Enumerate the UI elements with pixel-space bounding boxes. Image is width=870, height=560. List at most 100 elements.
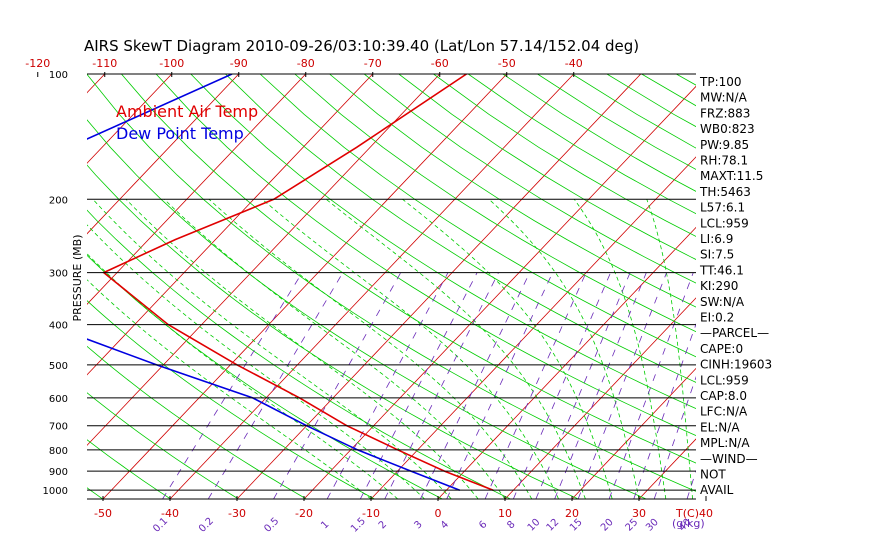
index-label: FRZ:883 <box>700 106 750 120</box>
isotherm-line <box>303 85 696 499</box>
dry-adiabat-line <box>190 74 696 410</box>
bottom-temp-tick-label: -30 <box>228 507 246 520</box>
mixing-ratio-label: 3 <box>412 519 424 531</box>
legend-entry: Dew Point Temp <box>116 124 244 143</box>
grid-lines <box>0 74 870 499</box>
moist-adiabat-line <box>164 199 506 499</box>
pressure-tick-label: 800 <box>49 446 68 457</box>
dry-adiabat-line <box>225 74 696 383</box>
dry-adiabat-line <box>87 487 103 499</box>
legend: Ambient Air Temp Dew Point Temp <box>116 102 258 143</box>
index-label: EL:N/A <box>700 420 740 434</box>
air-temp-line <box>102 74 494 491</box>
index-label: MW:N/A <box>700 91 748 105</box>
index-label: NOT <box>700 468 726 482</box>
dry-adiabat-line <box>87 345 307 499</box>
index-label: PW:9.85 <box>700 138 749 152</box>
mixing-ratio-label: 4 <box>439 519 451 531</box>
mixing-ratio-line <box>162 272 303 499</box>
index-label: CINH:19603 <box>700 358 772 372</box>
dry-adiabat-line <box>363 74 696 284</box>
dry-adiabat-line <box>87 164 579 499</box>
isotherm-line <box>87 74 173 164</box>
dry-adiabat-line <box>259 74 696 358</box>
index-label: L57:6.1 <box>700 201 745 215</box>
top-temp-tick-label: -120 <box>25 57 50 70</box>
mixing-ratio-line <box>359 272 478 499</box>
isotherm-line <box>236 74 642 499</box>
isotherm-line <box>87 74 240 235</box>
moist-adiabat-line <box>325 198 586 499</box>
dry-adiabat-line <box>87 254 443 499</box>
top-temp-tick-label: -50 <box>498 57 516 70</box>
mixing-ratio-label: 1 <box>319 519 331 531</box>
index-label: RH:78.1 <box>700 154 748 168</box>
moist-adiabat-line <box>488 199 640 499</box>
index-label: SI:7.5 <box>700 248 734 262</box>
isotherm-line <box>840 74 870 499</box>
index-label: TH:5463 <box>699 185 751 199</box>
isotherm-line <box>437 226 696 499</box>
dry-adiabat-line <box>87 392 239 499</box>
moist-adiabat-line <box>87 253 399 499</box>
pressure-tick-label: 700 <box>49 422 68 433</box>
index-label: EI:0.2 <box>700 311 734 325</box>
bottom-temp-tick-label: 30 <box>632 507 646 520</box>
dry-adiabat-line <box>0 74 35 499</box>
mixing-ratio-label: 30 <box>644 517 661 534</box>
mixing-ratio-label: 12 <box>545 517 562 534</box>
index-label: AVAIL <box>700 483 734 497</box>
dry-adiabat-line <box>398 74 696 260</box>
isotherm-line <box>504 297 696 499</box>
legend-entry: Ambient Air Temp <box>116 102 258 121</box>
mixing-ratio-unit: (g/kg) <box>672 517 705 530</box>
index-label: CAP:8.0 <box>700 389 747 403</box>
pressure-tick-label: 300 <box>49 269 68 280</box>
mixing-ratio-line <box>384 272 499 499</box>
bottom-temp-tick-label: 40 <box>699 507 713 520</box>
top-temp-tick-label: -80 <box>297 57 315 70</box>
dry-adiabat-line <box>329 74 696 308</box>
pressure-tick-label: 600 <box>49 394 68 405</box>
index-label: LFC:N/A <box>700 405 748 419</box>
pressure-tick-label: 1000 <box>43 486 68 497</box>
mixing-ratio-label: 6 <box>477 519 489 531</box>
moist-adiabat-line <box>402 198 613 499</box>
pressure-tick-label: 900 <box>49 467 68 478</box>
top-temp-tick-label: -90 <box>230 57 248 70</box>
isotherm-line <box>87 74 441 446</box>
isotherm-line <box>87 74 307 305</box>
isotherm-line <box>571 367 696 499</box>
moist-adiabat-line <box>87 279 372 499</box>
dry-adiabat-line <box>87 439 171 499</box>
index-label: LI:6.9 <box>700 232 733 246</box>
moist-adiabat-line <box>87 224 425 499</box>
bottom-temp-tick-label: -40 <box>161 507 179 520</box>
isotherm-line <box>773 74 870 499</box>
index-label: LCL:959 <box>700 373 749 387</box>
moist-adiabat-line <box>125 199 479 499</box>
isotherm-line <box>0 74 38 499</box>
mixing-ratio-label: 8 <box>505 519 517 531</box>
dry-adiabat-line <box>87 74 696 492</box>
bottom-temp-tick-label: -20 <box>295 507 313 520</box>
mixing-ratio-line <box>554 272 647 499</box>
axes <box>37 72 707 501</box>
bottom-temp-tick-label: -10 <box>362 507 380 520</box>
isotherm-line <box>370 156 696 499</box>
index-label: TP:100 <box>699 75 742 89</box>
moist-adiabat-line <box>646 199 693 499</box>
isotherm-line <box>638 438 696 499</box>
moist-adiabat-line <box>92 199 452 499</box>
isotherm-line <box>169 74 575 499</box>
dry-adiabat-line <box>87 209 511 499</box>
bottom-temp-tick-label: 20 <box>565 507 579 520</box>
mixing-ratio-line <box>512 272 611 499</box>
index-label: WB0:823 <box>700 122 755 136</box>
index-label: LCL:959 <box>700 216 749 230</box>
mixing-ratio-label: 0.5 <box>262 516 281 535</box>
bottom-temp-tick-label: -50 <box>94 507 112 520</box>
mixing-ratio-line <box>326 272 449 499</box>
index-label: —PARCEL— <box>700 326 769 340</box>
